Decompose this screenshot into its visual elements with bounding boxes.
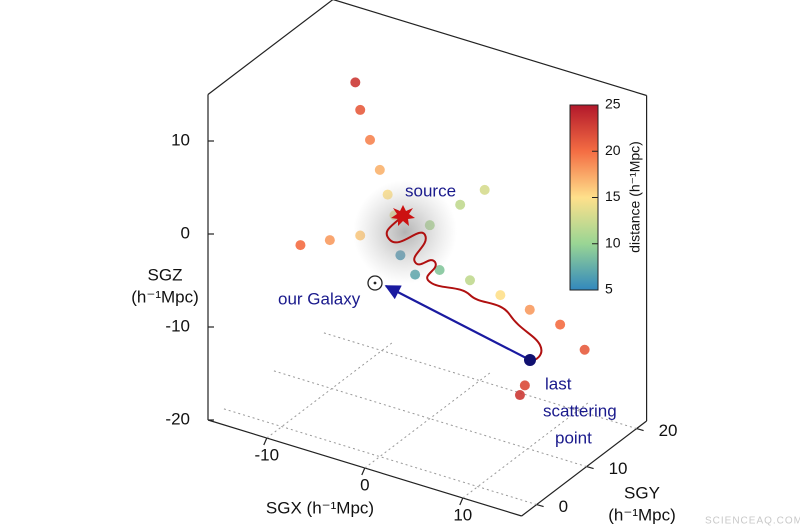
annotation: our Galaxy xyxy=(278,289,361,308)
source-marker xyxy=(391,205,415,226)
z-tick-label: -10 xyxy=(165,316,190,335)
tick xyxy=(459,497,464,506)
glow xyxy=(353,180,457,284)
point xyxy=(524,304,535,315)
tick xyxy=(361,467,366,476)
z-tick-label: -20 xyxy=(165,409,190,428)
annotation: scattering xyxy=(543,401,617,420)
tick xyxy=(536,504,544,508)
point xyxy=(519,380,530,391)
tick xyxy=(263,437,268,446)
z-tick-label: 0 xyxy=(181,223,190,242)
grid-line xyxy=(364,372,491,469)
point xyxy=(495,290,506,301)
axis-label: (h⁻¹Mpc) xyxy=(608,505,676,524)
point xyxy=(365,134,376,145)
annotation: source xyxy=(405,181,456,200)
point xyxy=(324,235,335,246)
axes-box: -10 0 10 0 10 20 -20 -10 0 10 xyxy=(165,0,678,524)
galaxy-dot xyxy=(373,281,377,285)
point xyxy=(555,319,566,330)
axis-label: SGZ xyxy=(148,265,183,284)
watermark: SCIENCEAQ.COM xyxy=(705,516,800,527)
x-tick-label: 10 xyxy=(453,505,472,524)
axis-edge xyxy=(332,0,647,97)
point xyxy=(374,164,385,175)
annotation: last xyxy=(545,374,572,393)
tick xyxy=(586,466,594,470)
point xyxy=(455,199,466,210)
colorbar-tick-label: 20 xyxy=(605,142,621,158)
colorbar-label: distance (h⁻¹Mpc) xyxy=(627,141,643,253)
tick xyxy=(636,428,644,432)
z-tick-label: 10 xyxy=(171,130,190,149)
point xyxy=(514,390,525,401)
point xyxy=(464,275,475,286)
point xyxy=(355,104,366,115)
point xyxy=(579,344,590,355)
x-tick-label: 0 xyxy=(360,475,369,494)
axis-label: (h⁻¹Mpc) xyxy=(131,287,199,306)
y-tick-label: 10 xyxy=(609,459,628,478)
grid-line xyxy=(266,342,393,439)
y-tick-label: 20 xyxy=(659,421,678,440)
axis-edge xyxy=(207,0,334,95)
scattering-marker xyxy=(524,354,536,366)
annotation: point xyxy=(555,428,592,447)
point xyxy=(350,77,361,88)
axis-edge xyxy=(521,420,647,517)
x-tick-label: -10 xyxy=(255,445,280,464)
galaxy-marker xyxy=(367,275,383,291)
axis-label: SGY xyxy=(624,483,660,502)
colorbar-tick-label: 25 xyxy=(605,96,621,112)
colorbar-tick-label: 15 xyxy=(605,188,621,204)
point xyxy=(479,184,490,195)
arrow xyxy=(384,285,531,361)
path xyxy=(385,214,543,362)
colorbar-tick-label: 5 xyxy=(605,281,613,297)
colorbar-tick-label: 10 xyxy=(605,234,621,250)
point xyxy=(295,240,306,251)
axis-label: SGX (h⁻¹Mpc) xyxy=(266,498,374,517)
y-tick-label: 0 xyxy=(559,497,568,516)
grid-line xyxy=(462,402,589,499)
